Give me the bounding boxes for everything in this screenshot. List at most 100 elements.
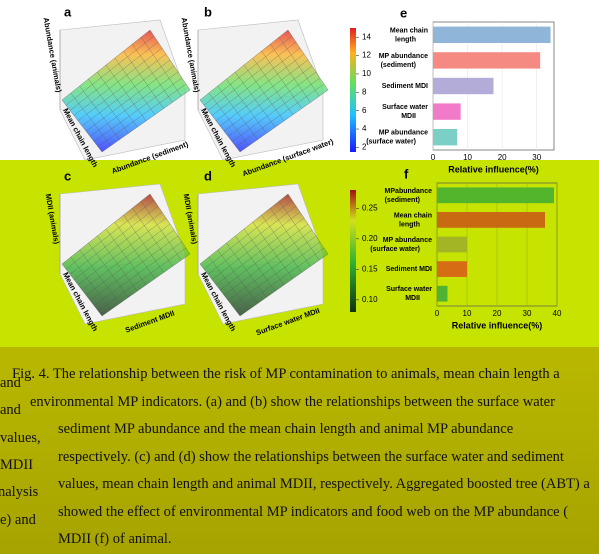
mesh-line [231,77,321,142]
z-axis-label: MDII (animals) [44,193,62,245]
colorbar-tick-label: 0.10 [362,295,378,304]
panel-label: a [64,4,72,19]
mesh-line [261,214,302,273]
mesh-line [132,43,173,103]
mesh-line [270,43,311,103]
mesh-line [81,223,171,291]
bar [437,212,545,228]
bar [433,129,458,146]
x-tick-label: 40 [553,309,562,318]
y-tick-label: Sediment MDI [382,83,428,90]
caption-line: MDII (f) of animal. [58,531,172,547]
mesh-line [114,221,155,279]
mesh-line [89,235,179,301]
y-tick-label: MP abundance (surface water) [366,130,428,146]
mesh-line [219,223,309,291]
bar [433,52,541,69]
x-tick-label: 30 [523,309,532,318]
caption-line: values, mean chain length and animal MDI… [58,476,590,492]
colorbar-tick-label: 8 [362,87,367,96]
caption-fragment: values, [0,430,41,446]
y-tick-label: MP abundance (sediment) [379,53,428,69]
mesh-line [252,221,293,279]
mesh-line [227,71,317,137]
mesh-line [85,229,175,296]
colorbar-tick-label: 12 [362,51,371,60]
mesh-line [141,36,182,97]
colorbar-tick-label: 2 [362,143,367,152]
bar [437,261,467,277]
mesh-line [279,200,320,261]
colorbar [350,28,356,152]
mesh-line [223,65,313,132]
colorbar-tick-label: 10 [362,69,371,78]
panel-label: c [64,168,71,183]
y-tick-label: MP abundance (surface water) [370,237,432,253]
y-tick-label: Mean chain length [394,212,432,228]
caption-fragment: MDII [0,457,34,473]
colorbar-tick-label: 0.20 [362,234,378,243]
bar [433,77,494,95]
mesh-line [97,83,187,147]
surface [199,29,329,153]
mesh-line [114,57,155,115]
caption-line: sediment MP abundance and the mean chain… [58,421,514,437]
y-tick-label: Surface water MDII [386,286,432,302]
colorbar-tick-label: 14 [362,32,371,41]
mesh-line [223,229,313,296]
caption-fragment: and [0,402,21,418]
mesh-line [93,77,183,142]
x-tick-label: 0 [435,309,440,318]
bar [437,236,467,253]
mesh-line [279,36,320,97]
caption-fragment: e) and [0,512,36,528]
colorbar-tick-label: 6 [362,106,367,115]
colorbar-tick-label: 4 [362,124,367,133]
caption-band [0,347,599,554]
mesh-line [231,241,321,306]
x-tick-label: 20 [493,309,502,318]
mesh-line [227,235,317,301]
y-tick-label: MPabundance (sediment) [385,188,433,204]
mesh-line [219,59,309,127]
panel-label: d [204,168,212,183]
mesh-line [93,241,183,306]
bar [433,103,461,120]
y-tick-label: Sediment MDI [386,266,432,273]
z-axis-label: MDII (animals) [182,193,200,245]
surface [61,193,191,317]
bar [437,285,448,302]
colorbar-tick-label: 0.15 [362,264,378,273]
x-tick-label: 10 [463,153,472,162]
mesh-line [123,214,164,273]
y-tick-label: Mean chain length [390,27,428,43]
caption-line: environmental MP indicators. (a) and (b)… [30,393,555,410]
x-tick-label: 10 [463,309,472,318]
panel-label: f [404,166,409,181]
mesh-line [81,59,171,127]
caption-fragment: nalysis [0,484,39,500]
bar [433,26,551,43]
mesh-line [132,207,173,267]
mesh-line [89,71,179,137]
caption-line: Fig. 4. The relationship between the ris… [12,366,560,382]
panel-label: b [204,4,212,19]
mesh-line [235,83,325,147]
x-tick-label: 0 [431,153,436,162]
bar [437,187,554,204]
mesh-line [85,65,175,132]
x-tick-label: 20 [498,153,507,162]
mesh-line [270,207,311,267]
colorbar [350,190,356,312]
surface [199,193,329,317]
mesh-line [123,50,164,109]
caption-line: showed the effect of environmental MP in… [58,503,569,520]
x-axis-label: Relative influence(%) [448,164,539,174]
panel-label: e [400,5,407,20]
